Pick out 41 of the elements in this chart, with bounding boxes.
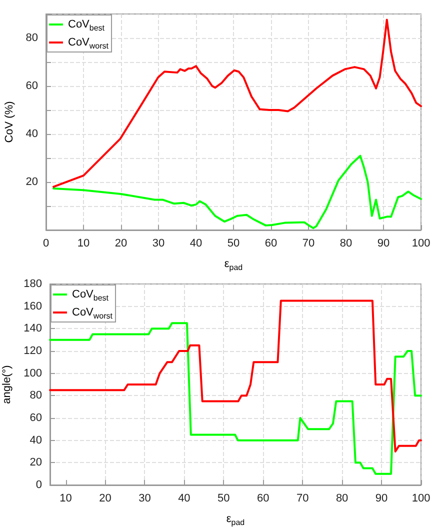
x-tick-label: 60 (257, 492, 270, 504)
line-series (49, 322, 422, 475)
x-tick-label: 70 (296, 492, 309, 504)
y-tick-label: 180 (24, 278, 42, 290)
y-tick-label: 140 (24, 322, 42, 335)
y-tick-label: 20 (30, 456, 42, 469)
x-tick-label: 50 (227, 238, 240, 250)
x-tick-label: 40 (178, 492, 190, 504)
y-tick-label: 60 (30, 412, 42, 424)
y-tick-label: 60 (26, 80, 38, 92)
x-tick-label: 80 (340, 238, 352, 250)
x-tick-label: 60 (264, 238, 278, 250)
x-tick-label: 40 (190, 238, 202, 250)
x-tick-label: 30 (152, 238, 165, 250)
line-series (52, 154, 422, 230)
x-tick-label: 70 (302, 238, 315, 250)
x-tick-label: 10 (60, 492, 72, 504)
x-tick-label: 50 (218, 492, 230, 504)
y-tick-label: 80 (30, 390, 42, 402)
x-tick-label: 80 (336, 492, 348, 504)
line-series (49, 300, 422, 452)
y-tick-label: 160 (24, 300, 42, 312)
y-tick-label: 20 (26, 176, 38, 188)
x-tick-label: 100 (412, 492, 430, 504)
x-tick-label: 20 (114, 238, 128, 250)
y-tick-label: 100 (24, 367, 42, 380)
x-tick-label: 90 (375, 492, 388, 504)
y-tick-label: 120 (24, 345, 42, 357)
y-tick-label: 40 (26, 128, 38, 140)
y-tick-label: 40 (30, 434, 42, 446)
x-tick-label: 100 (412, 238, 430, 250)
line-series (52, 18, 422, 188)
x-tick-label: 20 (99, 492, 112, 504)
x-tick-label: 10 (77, 238, 90, 250)
y-tick-label: 80 (26, 32, 38, 44)
x-tick-label: 90 (377, 238, 390, 250)
x-tick-label: 0 (42, 238, 50, 250)
x-tick-label: 30 (138, 492, 151, 504)
y-tick-label: 0 (36, 479, 42, 491)
y-axis-title: CoV (%) (3, 101, 16, 143)
y-axis-title: angle(°) (1, 365, 14, 404)
